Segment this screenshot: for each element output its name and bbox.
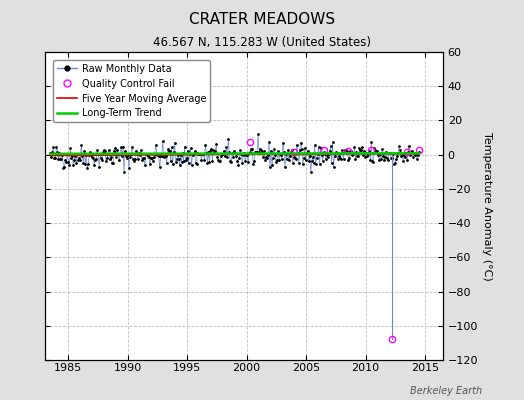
- Legend: Raw Monthly Data, Quality Control Fail, Five Year Moving Average, Long-Term Tren: Raw Monthly Data, Quality Control Fail, …: [53, 60, 210, 122]
- Text: CRATER MEADOWS: CRATER MEADOWS: [189, 12, 335, 27]
- Y-axis label: Temperature Anomaly (°C): Temperature Anomaly (°C): [482, 132, 493, 280]
- Text: Berkeley Earth: Berkeley Earth: [410, 386, 482, 396]
- Text: 46.567 N, 115.283 W (United States): 46.567 N, 115.283 W (United States): [153, 36, 371, 49]
